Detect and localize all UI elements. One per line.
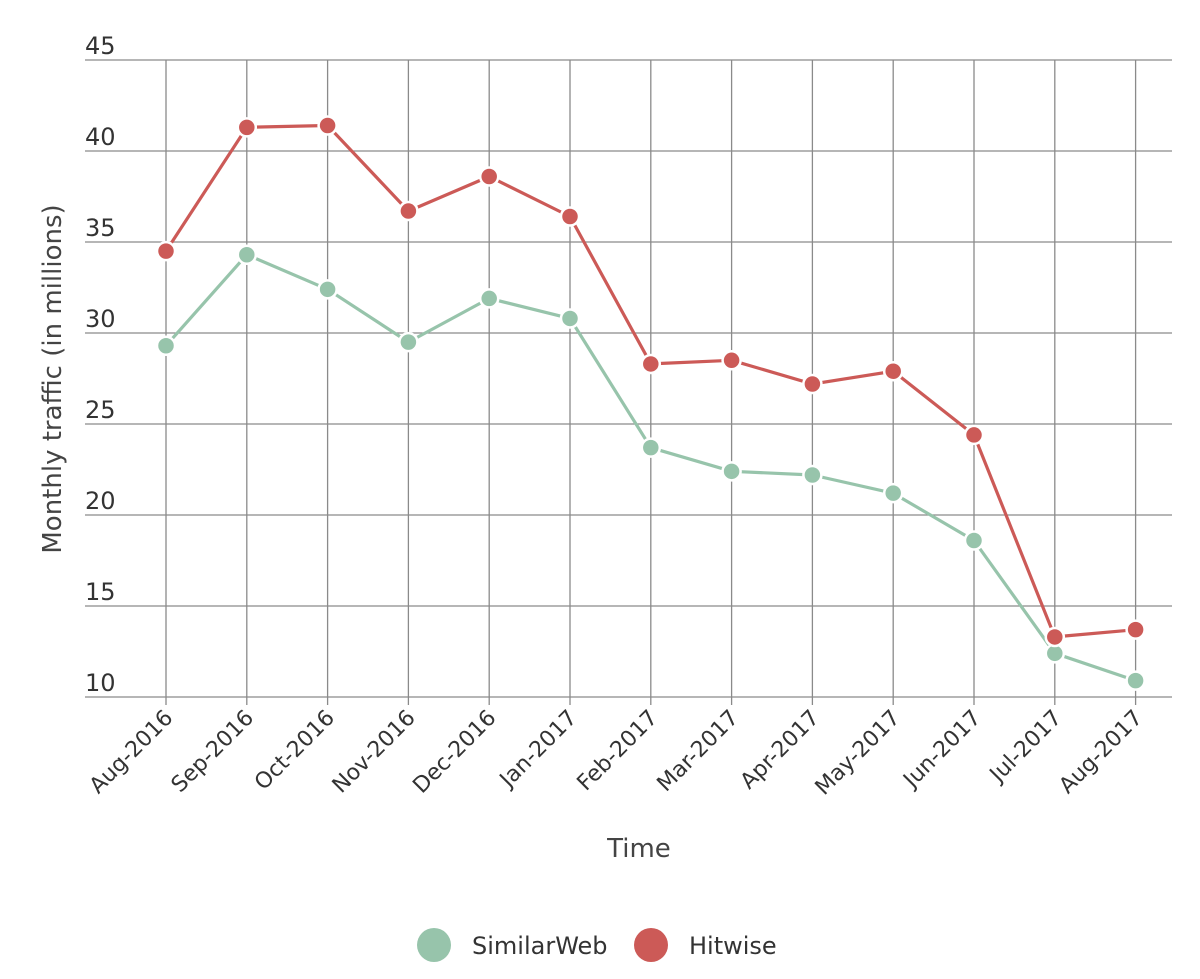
y-tick-label: 20 bbox=[85, 487, 116, 515]
x-tick-label: Mar-2017 bbox=[653, 706, 744, 797]
point-similarweb-sep-2016 bbox=[236, 244, 258, 265]
y-tick-label: 25 bbox=[85, 396, 116, 424]
x-tick-label: Feb-2017 bbox=[573, 706, 663, 796]
point-hitwise-sep-2016 bbox=[236, 117, 258, 138]
y-tick-label: 35 bbox=[85, 214, 116, 242]
point-hitwise-nov-2016 bbox=[398, 200, 419, 222]
y-axis-ticks: 10 15 20 25 30 35 40 45 bbox=[85, 32, 116, 697]
point-similarweb-feb-2017 bbox=[640, 437, 662, 458]
series-points bbox=[155, 115, 1146, 691]
point-similarweb-jan-2017 bbox=[559, 308, 581, 329]
legend-label-hitwise: Hitwise bbox=[689, 932, 777, 960]
legend-swatch-hitwise bbox=[634, 928, 668, 962]
point-hitwise-oct-2016 bbox=[317, 115, 338, 136]
y-tick-label: 10 bbox=[85, 669, 116, 697]
point-hitwise-may-2017 bbox=[882, 360, 904, 382]
x-tick-label: Jan-2017 bbox=[494, 706, 582, 794]
y-tick-label: 45 bbox=[85, 32, 116, 60]
point-hitwise-feb-2017 bbox=[640, 353, 662, 375]
x-tick-label: Jul-2017 bbox=[984, 706, 1067, 789]
y-axis-title: Monthly traffic (in millions) bbox=[38, 204, 68, 553]
legend-label-similarweb: SimilarWeb bbox=[472, 932, 608, 960]
x-tick-label: Oct-2016 bbox=[250, 706, 340, 796]
point-similarweb-apr-2017 bbox=[802, 464, 823, 486]
point-hitwise-mar-2017 bbox=[721, 350, 742, 371]
point-hitwise-aug-2017 bbox=[1125, 619, 1146, 640]
point-hitwise-jan-2017 bbox=[559, 206, 581, 227]
x-axis-ticks: Aug-2016Sep-2016Oct-2016Nov-2016Dec-2016… bbox=[85, 706, 1148, 801]
x-tick-label: Aug-2016 bbox=[85, 706, 178, 799]
legend: SimilarWeb Hitwise bbox=[417, 928, 777, 962]
y-tick-label: 40 bbox=[85, 123, 116, 151]
x-tick-label: Dec-2016 bbox=[408, 706, 501, 799]
point-similarweb-may-2017 bbox=[882, 482, 904, 504]
point-similarweb-aug-2016 bbox=[155, 335, 177, 356]
grid bbox=[85, 59, 1172, 705]
y-tick-label: 30 bbox=[85, 305, 116, 333]
legend-swatch-similarweb bbox=[417, 928, 451, 962]
point-hitwise-apr-2017 bbox=[802, 373, 823, 395]
x-tick-label: Aug-2017 bbox=[1055, 706, 1148, 799]
point-similarweb-mar-2017 bbox=[721, 461, 742, 482]
x-tick-label: Jun-2017 bbox=[898, 706, 987, 795]
x-axis-title: Time bbox=[606, 834, 671, 864]
point-similarweb-dec-2016 bbox=[478, 288, 500, 309]
point-similarweb-oct-2016 bbox=[317, 279, 338, 300]
point-hitwise-jul-2017 bbox=[1044, 626, 1066, 648]
point-hitwise-dec-2016 bbox=[478, 166, 500, 187]
point-hitwise-jun-2017 bbox=[963, 424, 985, 446]
x-tick-label: Nov-2016 bbox=[328, 706, 421, 799]
point-hitwise-aug-2016 bbox=[155, 240, 177, 262]
point-similarweb-nov-2016 bbox=[398, 331, 419, 353]
y-tick-label: 15 bbox=[85, 578, 116, 606]
x-tick-label: Sep-2016 bbox=[167, 706, 259, 798]
x-tick-label: May-2017 bbox=[811, 706, 906, 801]
point-similarweb-aug-2017 bbox=[1125, 670, 1146, 691]
point-similarweb-jun-2017 bbox=[963, 530, 985, 551]
